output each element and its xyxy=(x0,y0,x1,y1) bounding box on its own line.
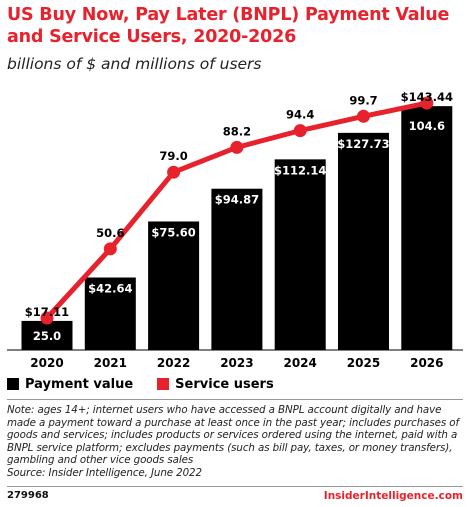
divider-bottom xyxy=(7,486,463,487)
x-tick-2026: 2026 xyxy=(410,356,443,370)
x-tick-labels: 2020 2021 2022 2023 2024 2025 2026 xyxy=(30,356,443,370)
chart-title: US Buy Now, Pay Later (BNPL) Payment Val… xyxy=(7,5,450,47)
x-tick-2025: 2025 xyxy=(347,356,380,370)
bar-2022 xyxy=(148,221,200,350)
source-text: Source: Insider Intelligence, June 2022 xyxy=(7,466,202,479)
chart-subtitle: billions of $ and millions of users xyxy=(7,55,262,73)
line-point-2022 xyxy=(167,165,181,179)
legend-label-service-users: Service users xyxy=(175,376,274,392)
bar-label-2026: $143.44 xyxy=(401,90,453,104)
note-text: Note: ages 14+; internet users who have … xyxy=(7,404,460,467)
line-point-2025 xyxy=(357,109,370,123)
bar-label-2021: $42.64 xyxy=(88,282,132,296)
line-label-2021: 50.6 xyxy=(96,226,124,240)
line-point-2024 xyxy=(293,124,307,138)
line-point-2026 xyxy=(420,96,434,110)
legend-swatch-bar xyxy=(7,378,19,390)
legend-item-payment-value: Payment value xyxy=(7,377,133,392)
bars-layer xyxy=(21,106,453,350)
line-layer xyxy=(40,96,434,325)
x-tick-2024: 2024 xyxy=(283,356,316,370)
x-tick-2021: 2021 xyxy=(94,356,127,370)
line-point-2023 xyxy=(230,140,244,154)
combo-chart: $17.11 $42.64 $75.60 $94.87 $112.14 $127.73 $1… xyxy=(7,90,463,370)
labels-layer: $17.11 $42.64 $75.60 $94.87 $112.14 $127.73 $1… xyxy=(25,90,453,343)
line-label-2025: 99.7 xyxy=(349,93,377,107)
line-label-2023: 88.2 xyxy=(223,124,251,138)
bar-label-2024: $112.14 xyxy=(274,163,326,177)
chart-id: 279968 xyxy=(7,490,49,501)
x-tick-2020: 2020 xyxy=(30,356,63,370)
legend: Payment value Service users xyxy=(7,376,298,392)
bar-label-2020: $17.11 xyxy=(25,305,69,319)
bar-label-2023: $94.87 xyxy=(215,193,259,207)
bar-2026 xyxy=(401,106,453,350)
bar-label-2025: $127.73 xyxy=(337,137,389,151)
brand-logo-text: InsiderIntelligence.com xyxy=(323,490,463,502)
bar-2025 xyxy=(338,132,389,350)
divider-top xyxy=(7,399,463,400)
legend-item-service-users: Service users xyxy=(157,377,274,392)
line-label-2026: 104.6 xyxy=(409,119,445,133)
line-label-2024: 94.4 xyxy=(286,108,314,122)
bar-2020 xyxy=(21,320,73,350)
bar-label-2022: $75.60 xyxy=(151,225,195,239)
note-block: Note: ages 14+; internet users who have … xyxy=(7,404,467,480)
legend-swatch-line xyxy=(157,378,170,390)
line-label-2020: 25.0 xyxy=(33,329,61,343)
line-point-2021 xyxy=(103,242,117,256)
x-tick-2022: 2022 xyxy=(157,356,190,370)
bar-2021 xyxy=(84,277,136,350)
bar-2024 xyxy=(274,159,326,350)
legend-label-payment-value: Payment value xyxy=(25,376,134,392)
bar-2023 xyxy=(211,188,263,350)
x-tick-2023: 2023 xyxy=(220,356,253,370)
line-point-2020 xyxy=(40,311,54,325)
line-label-2022: 79.0 xyxy=(159,149,187,163)
